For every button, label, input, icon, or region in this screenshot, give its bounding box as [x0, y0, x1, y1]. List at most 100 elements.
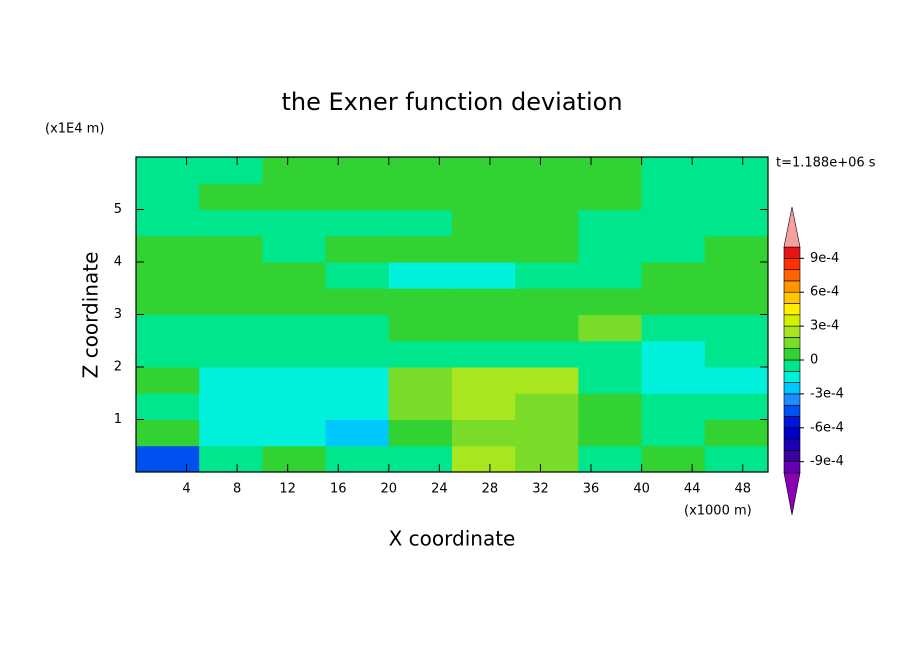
colorbar-box	[783, 257, 801, 270]
contour-cell	[388, 445, 453, 473]
contour-cell	[704, 157, 769, 184]
contour-cell	[641, 419, 706, 447]
contour-cell	[136, 183, 200, 210]
colorbar-extend-high	[783, 206, 801, 248]
y-tick-label: 1	[114, 412, 122, 427]
contour-cell	[578, 235, 643, 263]
contour-cell	[388, 209, 453, 237]
contour-cell	[136, 209, 200, 237]
chart-title: the Exner function deviation	[281, 88, 622, 116]
contour-cell	[388, 340, 453, 368]
colorbar-tick-label: -3e-4	[810, 386, 844, 401]
contour-cell	[262, 367, 327, 394]
colorbar-box	[783, 461, 801, 474]
contour-cell	[136, 314, 200, 342]
contour-cell	[641, 157, 706, 184]
colorbar-box	[783, 246, 801, 259]
x-tick-label: 8	[233, 482, 241, 497]
x-tick-label: 24	[431, 482, 448, 497]
contour-cell	[452, 235, 516, 263]
colorbar-tick-label: -6e-4	[810, 420, 844, 435]
colorbar-box	[783, 370, 801, 383]
contour-cell	[704, 393, 769, 420]
contour-cell	[578, 367, 643, 394]
contour-cell	[199, 157, 263, 184]
contour-cell	[199, 393, 263, 420]
colorbar-tick-label: 0	[810, 353, 818, 368]
contour-cell	[136, 393, 200, 420]
colorbar-box	[783, 337, 801, 349]
contour-cell	[641, 288, 706, 315]
y-unit: (x1E4 m)	[45, 122, 104, 137]
y-tick-label: 2	[114, 360, 122, 375]
contour-cell	[262, 419, 327, 447]
colorbar-tick-label: 3e-4	[810, 319, 839, 334]
x-tick-label: 32	[532, 482, 549, 497]
contour-cell	[578, 209, 643, 237]
x-tick-label: 48	[734, 482, 751, 497]
contour-cell	[641, 209, 706, 237]
colorbar-box	[783, 291, 801, 304]
contour-cell	[325, 235, 390, 263]
contour-cell	[262, 445, 327, 473]
colorbar-box	[783, 303, 801, 316]
contour-cell	[515, 314, 579, 342]
contour-cell	[704, 262, 769, 289]
contour-cell	[136, 419, 200, 447]
y-axis-title: Z coordinate	[79, 252, 103, 379]
colorbar-box	[783, 280, 801, 293]
colorbar-tick-label: 9e-4	[810, 251, 839, 266]
x-tick-label: 36	[583, 482, 600, 497]
colorbar-tick-label: 6e-4	[810, 285, 839, 300]
contour-cell	[388, 157, 453, 184]
contour-cell	[452, 419, 516, 447]
contour-cell	[388, 262, 453, 289]
contour-cell	[515, 367, 579, 394]
contour-cell	[388, 235, 453, 263]
contour-cell	[136, 445, 200, 473]
contour-cell	[704, 367, 769, 394]
contour-cell	[136, 235, 200, 263]
contour-cell	[325, 314, 390, 342]
contour-cell	[578, 288, 643, 315]
contour-cell	[578, 183, 643, 210]
contour-cell	[325, 209, 390, 237]
contour-cell	[136, 367, 200, 394]
contour-cell	[136, 262, 200, 289]
contour-cell	[515, 340, 579, 368]
colorbar-box	[783, 450, 801, 462]
colorbar-box	[783, 359, 801, 372]
x-tick-label: 16	[330, 482, 347, 497]
contour-cell	[704, 288, 769, 315]
contour-cell	[388, 183, 453, 210]
contour-cell	[452, 367, 516, 394]
x-tick-label: 28	[482, 482, 499, 497]
contour-cell	[325, 262, 390, 289]
contour-cell	[515, 209, 579, 237]
y-tick-label: 4	[114, 255, 122, 270]
contour-cell	[704, 183, 769, 210]
colorbar-box	[783, 438, 801, 451]
contour-cell	[199, 209, 263, 237]
contour-cell	[388, 419, 453, 447]
contour-cell	[325, 157, 390, 184]
contour-cell	[262, 340, 327, 368]
contour-cell	[262, 262, 327, 289]
contour-cell	[325, 419, 390, 447]
colorbar-extend-low	[783, 472, 801, 516]
colorbar-box	[783, 427, 801, 440]
x-tick-label: 12	[279, 482, 296, 497]
contour-cell	[578, 314, 643, 342]
contour-cell	[578, 157, 643, 184]
contour-cell	[578, 393, 643, 420]
y-tick-label: 3	[114, 307, 122, 322]
contour-cell	[199, 183, 263, 210]
contour-cell	[325, 288, 390, 315]
contour-cell	[704, 314, 769, 342]
contour-cell	[704, 419, 769, 447]
contour-cell	[136, 288, 200, 315]
contour-cell	[515, 183, 579, 210]
contour-cell	[578, 340, 643, 368]
contour-cell	[704, 445, 769, 473]
contour-cell	[199, 235, 263, 263]
